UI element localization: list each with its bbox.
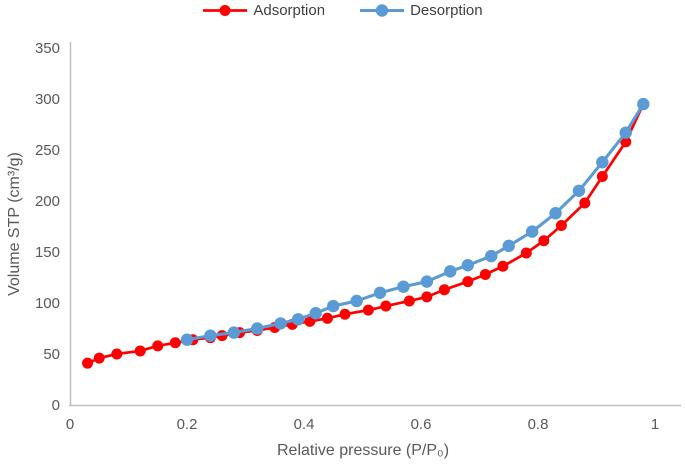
data-point-adsorption: [152, 340, 164, 352]
y-tick-label: 300: [35, 91, 60, 108]
data-point-adsorption: [497, 260, 509, 272]
data-point-adsorption: [403, 295, 415, 307]
data-point-adsorption: [596, 171, 608, 183]
y-tick-label: 200: [35, 193, 60, 210]
x-tick-label: 0: [66, 416, 74, 433]
data-point-desorption: [572, 184, 586, 197]
data-point-desorption: [204, 329, 217, 342]
data-point-desorption: [274, 317, 287, 330]
data-point-adsorption: [93, 352, 105, 364]
data-point-desorption: [525, 225, 539, 238]
data-point-adsorption: [620, 136, 632, 148]
data-point-desorption: [350, 294, 363, 308]
data-point-desorption: [502, 239, 515, 253]
data-point-desorption: [596, 156, 609, 169]
data-point-adsorption: [438, 284, 450, 296]
data-point-adsorption: [421, 291, 433, 303]
data-point-adsorption: [339, 308, 351, 320]
data-point-adsorption: [555, 219, 567, 231]
y-tick-label: 150: [35, 244, 60, 261]
data-point-adsorption: [169, 337, 181, 349]
data-point-adsorption: [462, 276, 474, 288]
x-tick-label: 0.6: [411, 416, 432, 433]
data-point-adsorption: [538, 235, 550, 247]
legend-label: Desorption: [410, 2, 483, 19]
x-tick-label: 0.4: [294, 416, 315, 433]
data-point-adsorption: [380, 300, 392, 312]
line-desorption: [186, 103, 645, 342]
legend-marker-icon: [360, 4, 405, 17]
data-point-adsorption: [82, 357, 94, 369]
data-point-desorption: [485, 249, 498, 263]
data-point-adsorption: [304, 315, 316, 327]
y-tick-label: 50: [43, 346, 60, 363]
data-point-adsorption: [520, 247, 532, 259]
data-point-desorption: [373, 286, 387, 299]
data-point-desorption: [227, 326, 240, 339]
data-point-adsorption: [321, 312, 333, 324]
data-point-desorption: [619, 126, 632, 139]
legend-item-adsorption: Adsorption: [202, 2, 325, 19]
x-tick-label: 0.2: [177, 416, 198, 433]
data-point-desorption: [309, 307, 322, 320]
legend-item-desorption: Desorption: [359, 2, 483, 19]
y-axis-title: Volume STP (cm³/g): [6, 152, 23, 296]
data-point-adsorption: [479, 268, 491, 280]
y-tick-label: 350: [35, 40, 60, 57]
legend-marker-icon: [203, 5, 248, 16]
legend-label: Adsorption: [253, 2, 326, 19]
data-point-desorption: [420, 275, 434, 288]
x-axis-title: Relative pressure (P/P₀): [276, 442, 450, 459]
data-point-adsorption: [134, 345, 146, 357]
data-point-adsorption: [362, 304, 374, 316]
data-point-adsorption: [579, 197, 591, 209]
data-point-desorption: [327, 299, 340, 313]
data-point-desorption: [180, 333, 194, 346]
data-point-adsorption: [111, 348, 123, 360]
data-point-desorption: [461, 259, 474, 272]
x-tick-label: 0.8: [528, 416, 549, 433]
y-tick-label: 0: [52, 397, 60, 414]
y-tick-label: 250: [35, 142, 60, 159]
data-point-desorption: [637, 97, 650, 111]
line-adsorption: [87, 103, 645, 365]
y-tick-label: 100: [35, 295, 60, 312]
data-point-desorption: [549, 207, 562, 220]
chart-legend: Adsorption Desorption: [0, 2, 685, 19]
data-point-desorption: [291, 313, 305, 326]
x-tick-label: 1: [651, 416, 659, 433]
data-point-desorption: [251, 322, 264, 335]
data-point-desorption: [397, 280, 410, 293]
data-point-desorption: [444, 265, 457, 278]
